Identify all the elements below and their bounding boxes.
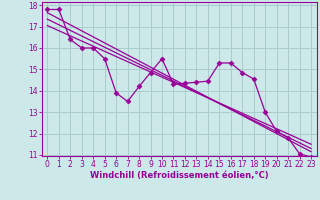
X-axis label: Windchill (Refroidissement éolien,°C): Windchill (Refroidissement éolien,°C)	[90, 171, 268, 180]
